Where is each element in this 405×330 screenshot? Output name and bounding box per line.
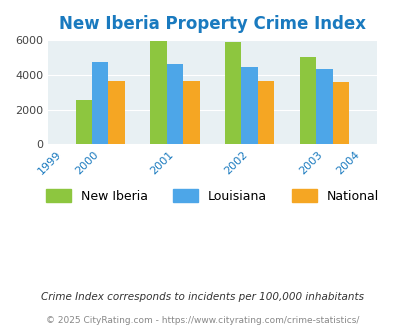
Bar	[108, 81, 125, 145]
Text: Crime Index corresponds to incidents per 100,000 inhabitants: Crime Index corresponds to incidents per…	[41, 292, 364, 302]
Bar	[166, 64, 183, 145]
Bar	[150, 41, 166, 145]
Bar	[315, 70, 332, 145]
Bar	[299, 57, 315, 145]
Text: © 2025 CityRating.com - https://www.cityrating.com/crime-statistics/: © 2025 CityRating.com - https://www.city…	[46, 315, 359, 325]
Bar	[92, 62, 108, 145]
Bar	[332, 82, 348, 145]
Bar	[224, 42, 241, 145]
Bar	[241, 67, 257, 145]
Bar	[257, 82, 274, 145]
Bar	[75, 100, 92, 145]
Bar	[183, 81, 199, 145]
Legend: New Iberia, Louisiana, National: New Iberia, Louisiana, National	[40, 184, 383, 208]
Title: New Iberia Property Crime Index: New Iberia Property Crime Index	[59, 15, 365, 33]
